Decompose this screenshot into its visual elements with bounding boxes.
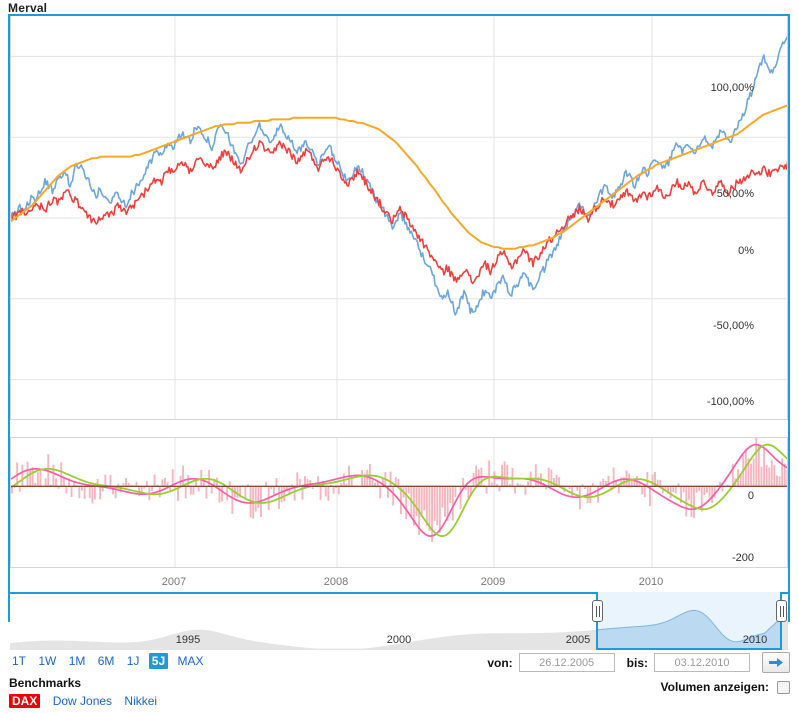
price-chart-svg: [11, 16, 787, 419]
from-date-input[interactable]: [518, 653, 615, 672]
range-button-1j[interactable]: 1J: [126, 654, 140, 668]
xtick-2007: 2007: [161, 576, 187, 588]
macd-chart-plot[interactable]: [10, 437, 788, 568]
benchmarks-heading: Benchmarks: [9, 676, 82, 690]
price-ytick-100: 100,00%: [710, 82, 754, 94]
date-range-row: von: bis:: [487, 652, 790, 673]
volume-label: Volumen anzeigen:: [660, 680, 769, 694]
to-label: bis:: [626, 655, 648, 670]
to-date-input[interactable]: [654, 653, 750, 672]
navigator-year-2010: 2010: [742, 634, 768, 646]
range-button-group: 1T 1W 1M 6M 1J 5J MAX: [9, 653, 209, 669]
range-button-1t[interactable]: 1T: [12, 654, 27, 668]
xtick-2009: 2009: [480, 576, 506, 588]
range-button-1m[interactable]: 1M: [68, 654, 86, 668]
macd-chart-svg: [11, 438, 787, 567]
navigator-year-1995: 1995: [175, 634, 201, 646]
xtick-2008: 2008: [323, 576, 349, 588]
apply-range-button[interactable]: [762, 652, 790, 673]
price-ytick-neg50: -50,00%: [713, 320, 754, 332]
range-button-1w[interactable]: 1W: [38, 654, 57, 668]
xtick-2010: 2010: [638, 576, 664, 588]
benchmark-dow-jones[interactable]: Dow Jones: [52, 694, 113, 708]
range-button-6m[interactable]: 6M: [97, 654, 115, 668]
price-ytick-0: 0%: [738, 245, 754, 257]
benchmark-dax[interactable]: DAX: [9, 694, 41, 708]
price-ytick-50: 50,00%: [716, 188, 754, 200]
navigator-year-2005: 2005: [565, 634, 591, 646]
price-ytick-neg100: -100,00%: [706, 396, 754, 408]
macd-ytick-neg200: -200: [731, 552, 754, 564]
arrow-right-icon: [768, 658, 783, 667]
price-chart-plot[interactable]: [10, 16, 788, 420]
navigator-handle-right[interactable]: [776, 600, 787, 622]
page-title: Merval: [8, 1, 48, 15]
benchmark-nikkei[interactable]: Nikkei: [124, 694, 158, 708]
benchmarks-list: DAX Dow Jones Nikkei: [9, 694, 166, 708]
range-button-max[interactable]: MAX: [177, 654, 204, 668]
navigator-svg: [10, 592, 788, 650]
volume-toggle-row: Volumen anzeigen:: [661, 680, 790, 694]
macd-ytick-0: 0: [747, 490, 754, 502]
volume-checkbox[interactable]: [777, 680, 790, 694]
range-button-5j[interactable]: 5J: [148, 653, 169, 669]
range-navigator[interactable]: 1995 2000 2005 2010: [10, 592, 788, 650]
navigator-handle-left[interactable]: [592, 600, 603, 622]
from-label: von:: [487, 655, 513, 670]
navigator-year-2000: 2000: [386, 634, 412, 646]
